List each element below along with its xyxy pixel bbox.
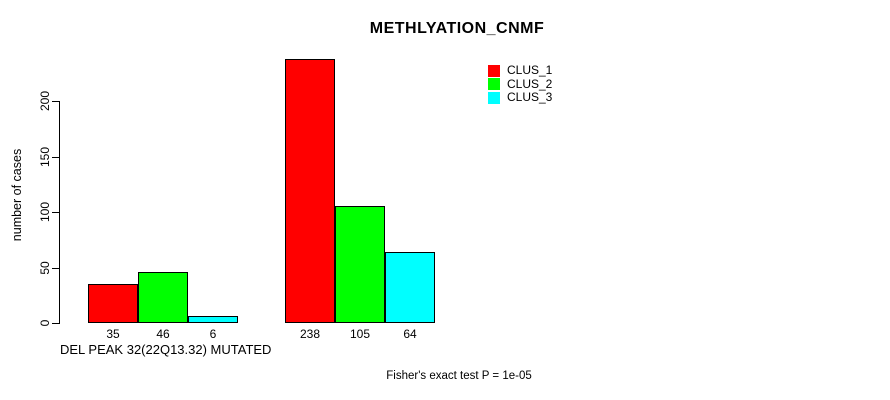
bar-value-label: 238 xyxy=(299,327,321,341)
legend-label: CLUS_2 xyxy=(507,76,553,91)
legend-label: CLUS_3 xyxy=(507,90,553,105)
bar-value-label: 35 xyxy=(106,327,120,341)
y-tick-mark xyxy=(52,323,59,324)
legend-swatch-clus_2 xyxy=(488,78,500,91)
y-axis-title: number of cases xyxy=(10,148,24,242)
y-tick-label: 100 xyxy=(38,201,52,223)
legend-label: CLUS_1 xyxy=(507,63,553,77)
chart-title: METHLYATION_CNMF xyxy=(369,20,545,37)
bar-value-label: 105 xyxy=(349,327,371,341)
bar-clus_2-group2 xyxy=(335,206,385,323)
bar-clus_1-group1 xyxy=(88,284,138,323)
y-tick-mark xyxy=(52,212,59,213)
bar-value-label: 46 xyxy=(156,327,170,341)
y-tick-label: 50 xyxy=(38,260,52,275)
y-tick-mark xyxy=(52,156,59,158)
legend-item-clus_2: CLUS_2 xyxy=(488,76,553,91)
legend-item-clus_3: CLUS_3 xyxy=(488,91,552,104)
y-axis-line xyxy=(59,101,60,324)
bar-clus_3-group2 xyxy=(385,251,435,323)
bar-clus_1-group2 xyxy=(285,58,335,323)
legend-swatch-clus_3 xyxy=(488,91,500,104)
y-tick-label: 0 xyxy=(38,319,52,327)
footnote: Fisher's exact test P = 1e-05 xyxy=(386,370,532,382)
y-tick-mark xyxy=(52,267,59,269)
x-axis-title: DEL PEAK 32(22Q13.32) MUTATED xyxy=(60,342,272,357)
legend-swatch-clus_1 xyxy=(488,64,500,77)
bar-clus_3-group1 xyxy=(188,316,238,323)
bar-value-label: 6 xyxy=(209,327,217,341)
bar-value-label: 64 xyxy=(403,327,417,341)
y-tick-label: 150 xyxy=(38,146,52,167)
legend-item-clus_1: CLUS_1 xyxy=(488,64,552,77)
y-tick-mark xyxy=(52,101,59,102)
y-tick-label: 200 xyxy=(38,90,52,112)
bar-clus_2-group1 xyxy=(138,271,188,323)
